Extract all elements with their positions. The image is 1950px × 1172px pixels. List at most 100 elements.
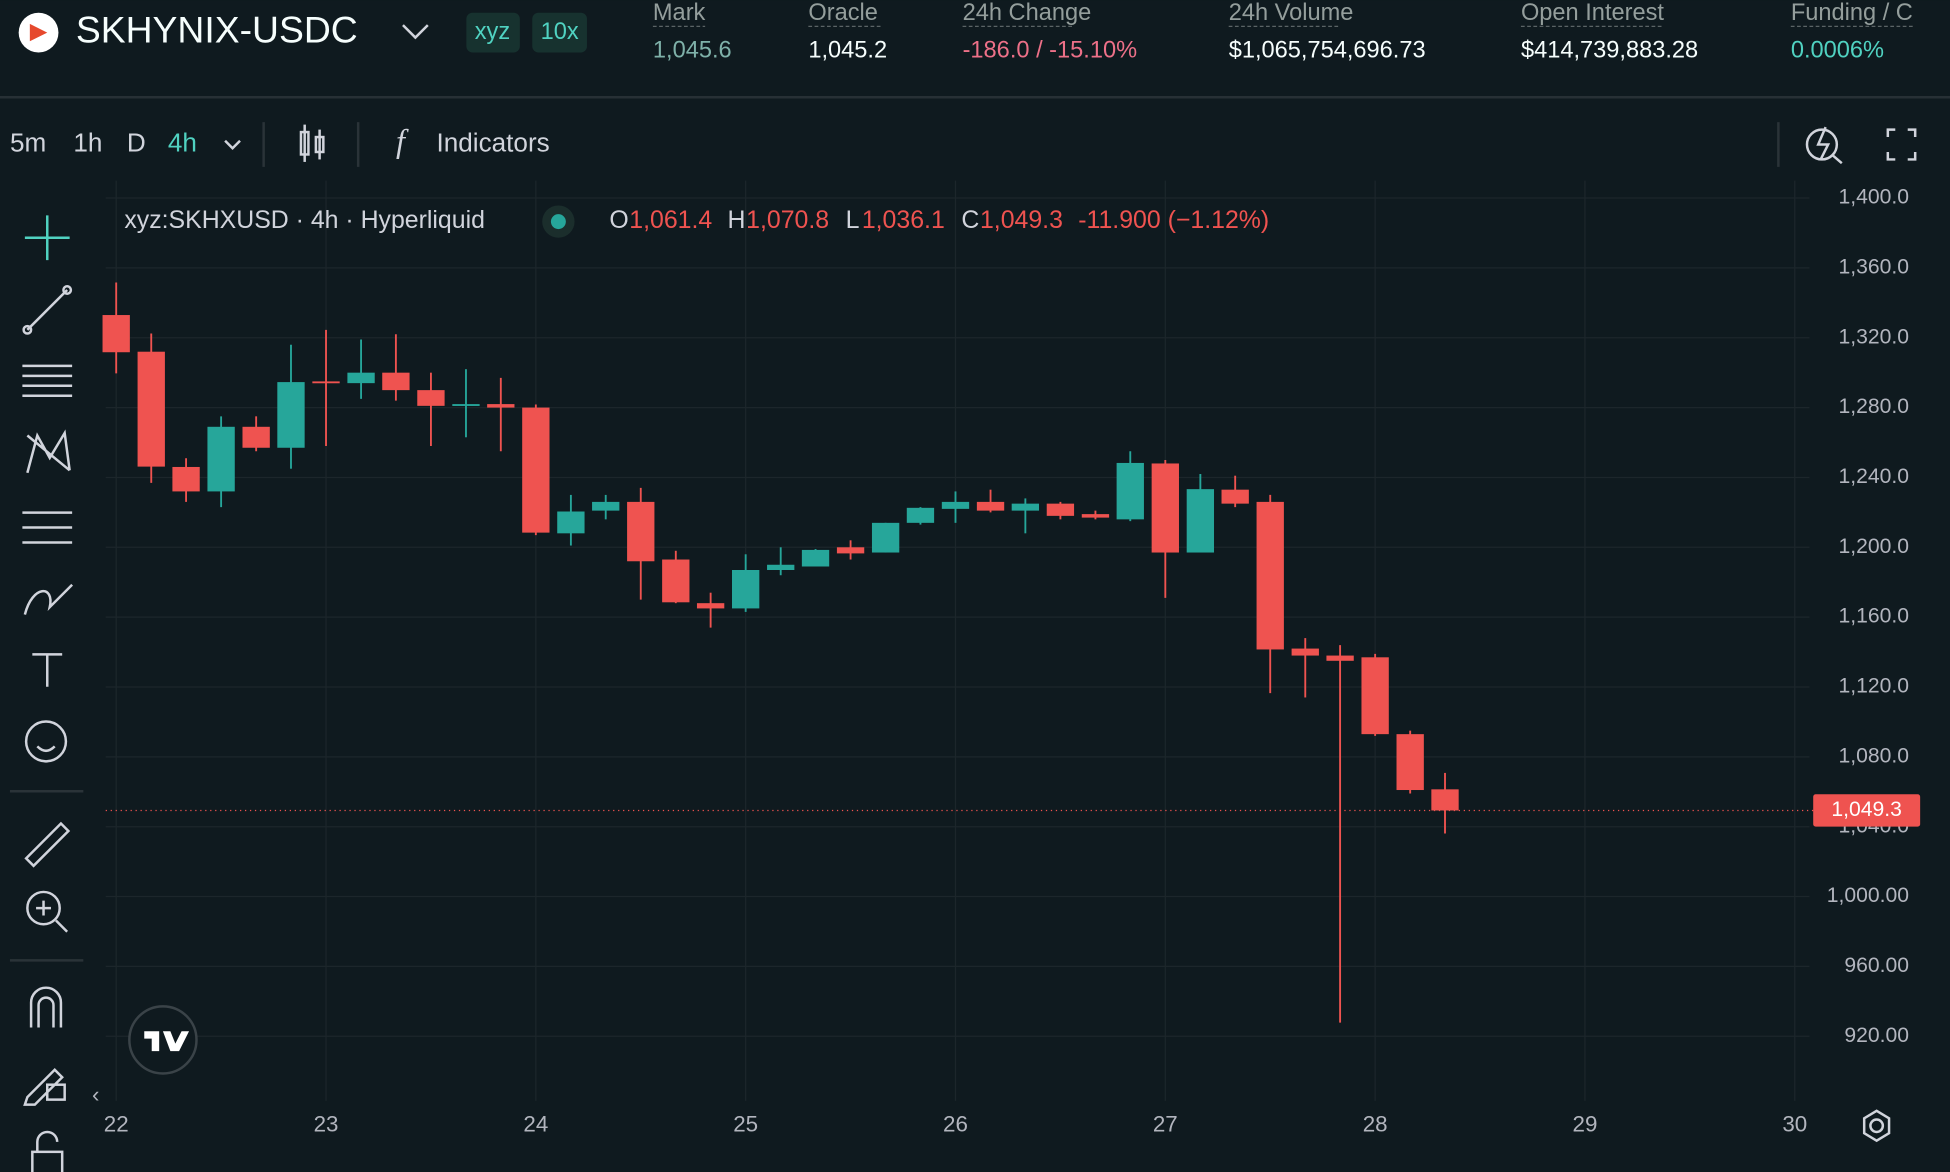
candle-body — [522, 407, 550, 533]
candle-body — [976, 501, 1005, 511]
candle-body — [242, 426, 270, 448]
stat-label: 24h Change — [963, 0, 1092, 26]
candle-body — [732, 569, 760, 609]
x-tick-label: 29 — [1573, 1112, 1598, 1137]
drawing-tools[interactable] — [22, 215, 74, 1172]
candle-body — [102, 315, 130, 353]
interval[interactable]: D — [127, 127, 146, 157]
y-tick-label: 960.00 — [1844, 954, 1909, 977]
ohlc-value: 1,036.1 — [862, 206, 945, 234]
collapse-arrow[interactable]: ‹ — [92, 1082, 99, 1107]
candle-body — [871, 522, 900, 553]
interval[interactable]: 5m — [10, 127, 46, 157]
stat-label: Open Interest — [1521, 0, 1664, 26]
x-tick-label: 23 — [314, 1112, 339, 1137]
y-tick-label: 1,000.00 — [1827, 884, 1909, 907]
last-price-label: 1,049.3 — [1831, 798, 1901, 821]
tv-logo[interactable] — [128, 1005, 198, 1075]
candle-body — [836, 547, 865, 554]
x-tick-label: 26 — [943, 1112, 968, 1137]
stat-label: 24h Volume — [1229, 0, 1354, 26]
leverage[interactable]: 10x — [541, 19, 579, 45]
stat-label: Funding / C — [1791, 0, 1913, 26]
candle-body — [1081, 514, 1110, 518]
candle-body — [452, 404, 480, 406]
ohlc-key: C — [961, 206, 979, 234]
chart-type-icon[interactable] — [299, 124, 325, 162]
symbol-chevron[interactable] — [402, 24, 429, 40]
ohlc-value: 1,070.8 — [746, 206, 829, 234]
tv-logo-mark — [144, 1031, 190, 1052]
candle-body — [1361, 657, 1389, 735]
candle-body — [1046, 503, 1075, 516]
y-tick-label: 1,120.0 — [1838, 675, 1908, 698]
logo-mark — [29, 23, 48, 42]
x-tick-label: 28 — [1363, 1112, 1388, 1137]
y-tick-label: 1,240.0 — [1838, 465, 1908, 488]
candle-body — [347, 372, 375, 384]
ohlc-key: L — [846, 206, 860, 234]
ohlc-key: O — [609, 206, 628, 234]
candle-body — [312, 381, 340, 384]
candle-body — [627, 501, 655, 562]
symbol[interactable]: SKHYNIX-USDC — [76, 8, 358, 50]
candle-body — [557, 511, 585, 534]
y-tick-label: 1,320.0 — [1838, 325, 1908, 348]
candle-body — [487, 404, 515, 408]
status-dot — [550, 214, 566, 230]
tag-bg — [532, 12, 587, 53]
replay-icon[interactable] — [1805, 126, 1843, 165]
tag-bg — [466, 12, 520, 53]
y-tick-label: 920.00 — [1844, 1024, 1909, 1047]
stat-label: Oracle — [808, 0, 878, 26]
y-tick-label: 1,280.0 — [1838, 395, 1908, 418]
candle-body — [1186, 489, 1215, 553]
y-tick-label: 1,200.0 — [1838, 535, 1908, 558]
candle-body — [662, 559, 690, 603]
candle-body — [906, 507, 935, 523]
x-tick-label: 25 — [733, 1112, 758, 1137]
y-tick-label: 1,360.0 — [1838, 255, 1908, 278]
candle-body — [696, 603, 725, 609]
candle-body — [1326, 655, 1354, 661]
candle-body — [592, 501, 620, 511]
stat-value: -186.0 / -15.10% — [963, 37, 1138, 63]
candle-body — [1151, 463, 1179, 553]
indicators[interactable]: Indicators — [437, 127, 550, 157]
x-tick-label: 24 — [523, 1112, 548, 1137]
x-tick-label: 27 — [1153, 1112, 1178, 1137]
x-tick-label: 30 — [1782, 1112, 1807, 1137]
y-tick-label: 1,400.0 — [1838, 186, 1908, 209]
stat-value: $414,739,883.28 — [1521, 37, 1698, 63]
candle-body — [1256, 501, 1284, 650]
y-tick-label: 1,160.0 — [1838, 605, 1908, 628]
fullscreen-icon[interactable] — [1886, 128, 1917, 161]
ohlc-change: -11.900 (−1.12%) — [1078, 206, 1269, 234]
x-tick-label: 22 — [104, 1112, 129, 1137]
candle-body — [1431, 789, 1459, 811]
candle-body — [941, 501, 970, 509]
interval-active[interactable]: 4h — [168, 127, 197, 157]
ohlc-value: 1,061.4 — [629, 206, 712, 234]
plot: 1,400.0 1,360.0 1,320.0 1,280.0 1,240.0 1,200… — [102, 180, 1921, 1137]
ohlc-value: 1,049.3 — [980, 206, 1063, 234]
stat-value: $1,065,754,696.73 — [1229, 37, 1426, 63]
ohlc-key: H — [728, 206, 746, 234]
stat-label: Mark — [653, 0, 706, 26]
interval-menu[interactable] — [224, 139, 241, 151]
candle-body — [172, 466, 200, 492]
stat-value: 1,045.2 — [808, 37, 887, 63]
tag: xyz — [475, 19, 510, 45]
stat-value: 0.0006% — [1791, 37, 1884, 63]
candle-body — [1221, 489, 1249, 504]
ohlc: O 1,061.4 H 1,070.8 L 1,036.1 C 1,049.3 … — [609, 206, 1269, 234]
candle-body — [1291, 648, 1319, 656]
interval[interactable]: 1h — [73, 127, 102, 157]
candle-body — [1011, 503, 1040, 511]
candle-body — [207, 426, 235, 492]
candle-body — [417, 390, 445, 406]
stats: Mark 1,045.6 Oracle 1,045.2 24h Change -186.0… — [652, 0, 1913, 63]
candle-body — [382, 372, 410, 391]
settings-icon[interactable] — [1862, 1109, 1891, 1143]
